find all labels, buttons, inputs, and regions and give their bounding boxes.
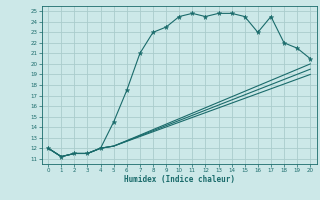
X-axis label: Humidex (Indice chaleur): Humidex (Indice chaleur) (124, 175, 235, 184)
